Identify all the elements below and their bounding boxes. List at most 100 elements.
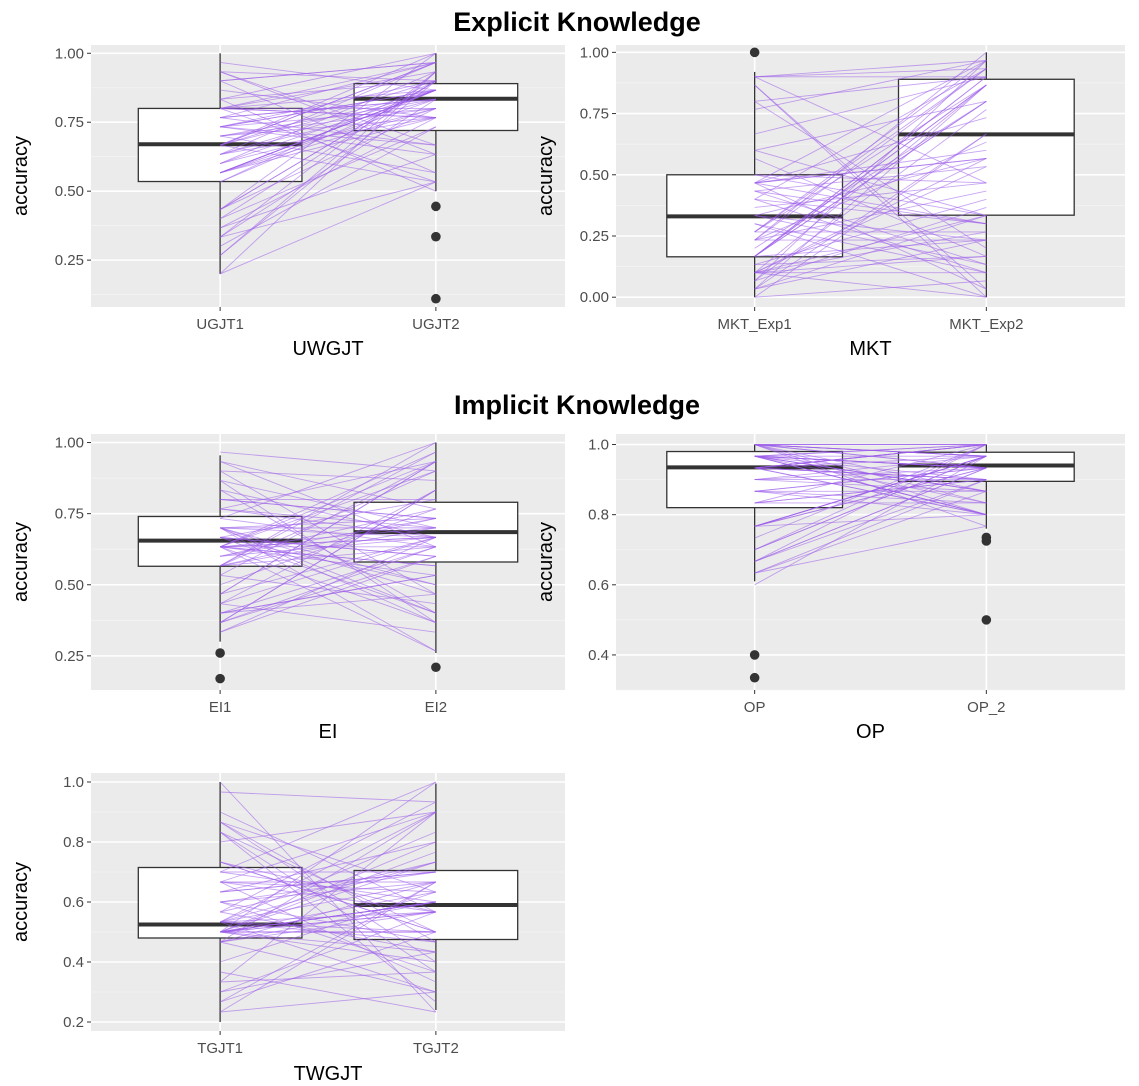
y-tick-label: 0.75: [55, 114, 84, 131]
x-tick-label: TGJT1: [197, 1040, 243, 1057]
x-tick-label: TGJT2: [413, 1040, 459, 1057]
paired-line: [219, 811, 437, 913]
paired-line: [219, 881, 437, 943]
paired-line: [219, 98, 437, 238]
paired-line: [754, 206, 987, 282]
paired-line: [219, 80, 437, 146]
explicit-knowledge-title: Explicit Knowledge: [453, 7, 701, 37]
paired-line: [220, 791, 436, 803]
y-axis-title: accuracy: [535, 136, 557, 216]
paired-line: [220, 470, 436, 481]
paired-line: [219, 108, 437, 174]
paired-line: [219, 546, 437, 614]
paired-line: [754, 158, 987, 184]
paired-line: [220, 71, 436, 109]
paired-line: [220, 517, 436, 548]
paired-line: [220, 951, 436, 993]
paired-line: [220, 135, 436, 174]
x-tick-label: MKT_Exp2: [949, 316, 1023, 333]
paired-line: [220, 98, 436, 155]
paired-line: [220, 62, 436, 91]
y-tick-label: 0.4: [588, 647, 609, 664]
y-tick-label: 1.00: [55, 435, 84, 452]
paired-line: [754, 467, 987, 481]
paired-line: [220, 498, 436, 519]
y-tick-label: 0.50: [580, 167, 609, 184]
paired-line: [754, 100, 987, 151]
paired-line: [219, 911, 437, 993]
paired-line: [219, 71, 437, 275]
paired-line: [219, 442, 437, 519]
paired-line: [220, 941, 436, 993]
x-axis-title: MKT: [849, 338, 891, 360]
paired-line: [754, 100, 987, 257]
paired-line: [754, 223, 987, 298]
paired-line: [219, 470, 437, 567]
paired-line: [754, 239, 987, 290]
paired-line: [219, 527, 437, 614]
paired-line: [219, 555, 437, 624]
paired-line: [754, 467, 987, 492]
y-tick-label: 0.2: [63, 1014, 84, 1031]
paired-line: [220, 117, 436, 155]
y-tick-label: 1.0: [63, 774, 84, 791]
y-tick-label: 0.25: [55, 648, 84, 665]
paired-line: [219, 52, 437, 210]
y-axis-title: accuracy: [10, 862, 32, 942]
paired-line: [219, 861, 437, 933]
paired-line: [220, 62, 436, 82]
paired-line: [219, 921, 437, 993]
paired-line: [220, 536, 436, 595]
paired-line: [219, 527, 437, 624]
outlier-point: [981, 536, 992, 546]
paired-line: [754, 133, 987, 298]
y-tick-label: 0.8: [588, 507, 609, 524]
paired-line: [219, 831, 437, 933]
paired-line: [754, 76, 987, 135]
paired-line: [220, 546, 436, 576]
paired-line: [754, 84, 987, 298]
paired-line: [754, 149, 987, 217]
y-tick-label: 0.25: [580, 228, 609, 245]
paired-line: [219, 821, 437, 963]
paired-line: [754, 444, 987, 469]
paired-line: [219, 546, 437, 652]
y-tick-label: 1.00: [580, 44, 609, 61]
paired-line: [219, 108, 437, 210]
paired-line: [220, 931, 436, 963]
paired-line: [754, 76, 987, 184]
y-axis-title: accuracy: [10, 136, 32, 216]
paired-line: [220, 480, 436, 529]
y-tick-label: 0.6: [63, 894, 84, 911]
outlier-point: [431, 201, 441, 212]
paired-line: [220, 89, 436, 109]
paired-line: [220, 574, 436, 614]
paired-line: [754, 182, 987, 208]
paired-line: [220, 921, 436, 933]
paired-line: [220, 603, 436, 633]
paired-line: [219, 801, 437, 913]
x-tick-label: MKT_Exp1: [718, 316, 792, 333]
paired-line: [219, 901, 437, 973]
x-tick-label: UGJT2: [412, 316, 460, 333]
paired-line: [220, 861, 436, 913]
outlier-point: [749, 650, 760, 660]
y-tick-label: 0.8: [63, 834, 84, 851]
paired-line: [220, 461, 436, 510]
paired-line: [219, 489, 437, 624]
panel-ei: 0.25 0.50 0.75 1.00 EI1 EI2 EI accuracy: [10, 434, 565, 743]
paired-line: [754, 133, 987, 290]
paired-line: [220, 181, 436, 238]
y-tick-label: 0.50: [55, 183, 84, 200]
paired-line: [754, 76, 987, 102]
x-axis-title: OP: [856, 721, 885, 743]
paired-line: [219, 108, 437, 183]
x-tick-label: EI2: [425, 699, 448, 716]
panel-uwgjt: 0.25 0.50 0.75 1.00 UGJT1 UGJT2 UWGJT accuracy: [10, 45, 565, 360]
paired-line: [219, 181, 437, 275]
y-axis-title: accuracy: [10, 522, 32, 602]
paired-line: [220, 593, 436, 614]
paired-line: [754, 479, 987, 574]
outlier-point: [431, 293, 441, 304]
